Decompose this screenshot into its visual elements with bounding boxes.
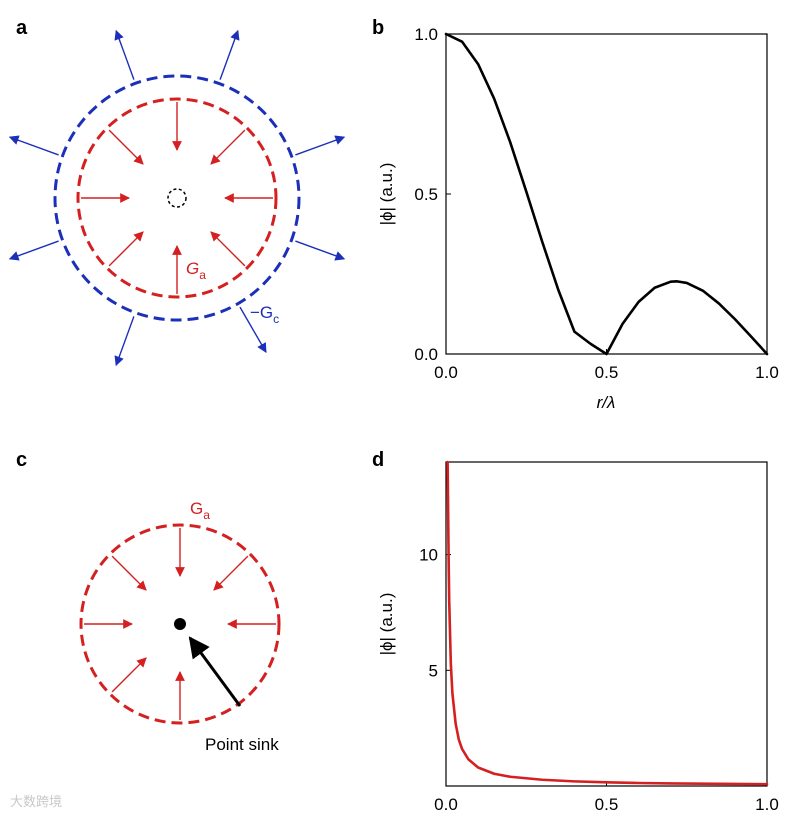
arrow (8, 240, 59, 261)
y-tick-label: 0.0 (414, 345, 438, 364)
gc-label: −Gc (250, 303, 279, 326)
panel-b: b 0.0 0.5 1.0 0.0 0.5 1.0 |ϕ| (a.u.) r/λ (372, 17, 779, 412)
arrow (219, 29, 240, 80)
plot-frame (445, 33, 768, 355)
inner-ring (76, 97, 278, 299)
axis-ticks: 0.0 0.5 1.0 0.0 0.5 1.0 (414, 25, 778, 382)
outward-arrows (8, 29, 346, 367)
ga-label: Ga (190, 499, 210, 522)
x-axis-label: r/λ (597, 393, 616, 412)
point-sink-label: Point sink (205, 735, 279, 754)
point-sink-pointer (188, 636, 242, 707)
outer-ring (53, 74, 301, 322)
arrow (210, 231, 246, 267)
inward-arrows (84, 528, 276, 720)
arrow (111, 657, 147, 693)
axis-ticks: 0.0 0.5 1.0 5 10 (419, 546, 779, 814)
arrow (114, 29, 135, 80)
x-tick-label: 0.0 (434, 363, 458, 382)
series-line (446, 460, 769, 786)
panel-letter-b: b (372, 17, 384, 39)
center-region (167, 188, 187, 208)
point-sink-dot (174, 618, 186, 630)
panel-letter-a: a (16, 17, 28, 39)
panel-c: c Ga Point sink (16, 449, 281, 754)
arrow (295, 240, 346, 261)
ga-label: Ga (186, 259, 206, 282)
arrow (114, 316, 135, 367)
arrow (295, 135, 346, 156)
arrow (108, 129, 144, 165)
series (446, 460, 769, 786)
x-tick-label: 0.0 (434, 795, 458, 814)
y-tick-label: 5 (429, 661, 438, 680)
arrow (108, 231, 144, 267)
x-tick-label: 0.5 (595, 795, 619, 814)
series-line (444, 32, 769, 356)
y-tick-label: 0.5 (414, 185, 438, 204)
arrow (111, 555, 147, 591)
panel-d: d 0.0 0.5 1.0 5 10 |ϕ| (a.u.) (372, 449, 779, 814)
arrow (8, 135, 59, 156)
arrow (213, 555, 249, 591)
arrow (239, 306, 267, 354)
y-axis-label: |ϕ| (a.u.) (377, 593, 396, 656)
y-tick-label: 1.0 (414, 25, 438, 44)
y-axis-label: |ϕ| (a.u.) (377, 163, 396, 226)
y-tick-label: 10 (419, 546, 438, 565)
inward-arrows (81, 102, 273, 294)
plot-frame (445, 461, 768, 787)
ga-ring (79, 523, 281, 725)
panel-letter-d: d (372, 449, 384, 471)
x-tick-label: 1.0 (755, 795, 779, 814)
series (444, 32, 769, 356)
panel-a: a Ga −Gc (8, 17, 346, 367)
watermark: 大数跨境 (10, 795, 62, 810)
x-tick-label: 1.0 (755, 363, 779, 382)
x-tick-label: 0.5 (595, 363, 619, 382)
panel-letter-c: c (16, 449, 27, 471)
arrow (210, 129, 246, 165)
